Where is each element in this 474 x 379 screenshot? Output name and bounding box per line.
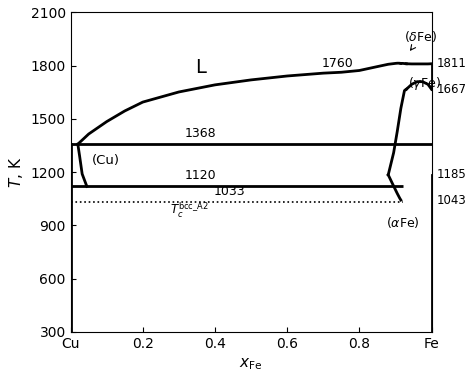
Text: 1667: 1667 — [437, 83, 467, 96]
Text: (Cu): (Cu) — [92, 154, 120, 167]
Text: 1368: 1368 — [185, 127, 216, 140]
Text: ($\alpha$Fe): ($\alpha$Fe) — [386, 215, 420, 230]
X-axis label: $x_{\mathrm{Fe}}$: $x_{\mathrm{Fe}}$ — [239, 356, 263, 372]
Text: ($\gamma$Fe): ($\gamma$Fe) — [408, 75, 441, 92]
Text: 1033: 1033 — [214, 185, 245, 198]
Y-axis label: $T$, K: $T$, K — [7, 157, 25, 188]
Text: 1760: 1760 — [322, 56, 354, 70]
Text: ($\delta$Fe): ($\delta$Fe) — [404, 29, 438, 50]
Text: L: L — [195, 58, 206, 77]
Text: 1185: 1185 — [437, 168, 467, 182]
Text: 1811: 1811 — [437, 57, 467, 70]
Text: 1043: 1043 — [437, 194, 467, 207]
Text: 1120: 1120 — [185, 169, 216, 182]
Text: $T_c^{\mathrm{bcc\_A2}}$: $T_c^{\mathrm{bcc\_A2}}$ — [171, 200, 209, 219]
